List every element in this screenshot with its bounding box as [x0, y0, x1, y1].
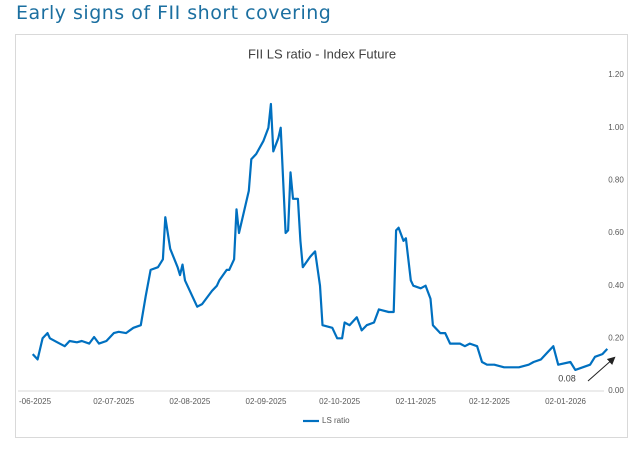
x-tick-label: 02-07-2025 — [93, 397, 134, 406]
series-line — [31, 102, 609, 371]
y-tick-label: 0.00 — [608, 386, 624, 395]
y-tick-label: 0.20 — [608, 333, 624, 342]
y-tick-label: 1.00 — [608, 123, 624, 132]
x-tick-label: 02-08-2025 — [169, 397, 210, 406]
x-tick-label: 02-11-2025 — [396, 397, 437, 406]
x-tick-label: 02-09-2025 — [246, 397, 287, 406]
y-tick-label: 0.80 — [608, 175, 624, 184]
x-tick-label: 02-10-2025 — [319, 397, 360, 406]
page-heading: Early signs of FII short covering — [16, 2, 332, 24]
y-tick-label: 0.60 — [608, 228, 624, 237]
y-tick-label: 0.40 — [608, 281, 624, 290]
x-tick-label: -06-2025 — [19, 397, 52, 406]
legend-label: LS ratio — [322, 416, 350, 425]
x-tick-label: 02-12-2025 — [469, 397, 510, 406]
annotation: 0.08 — [558, 373, 576, 383]
annotation-arrow — [587, 356, 616, 382]
x-tick-label: 02-01-2026 — [545, 397, 586, 406]
chart-title: FII LS ratio - Index Future — [248, 46, 396, 61]
y-tick-label: 1.20 — [608, 70, 624, 79]
chart-frame — [15, 34, 628, 438]
